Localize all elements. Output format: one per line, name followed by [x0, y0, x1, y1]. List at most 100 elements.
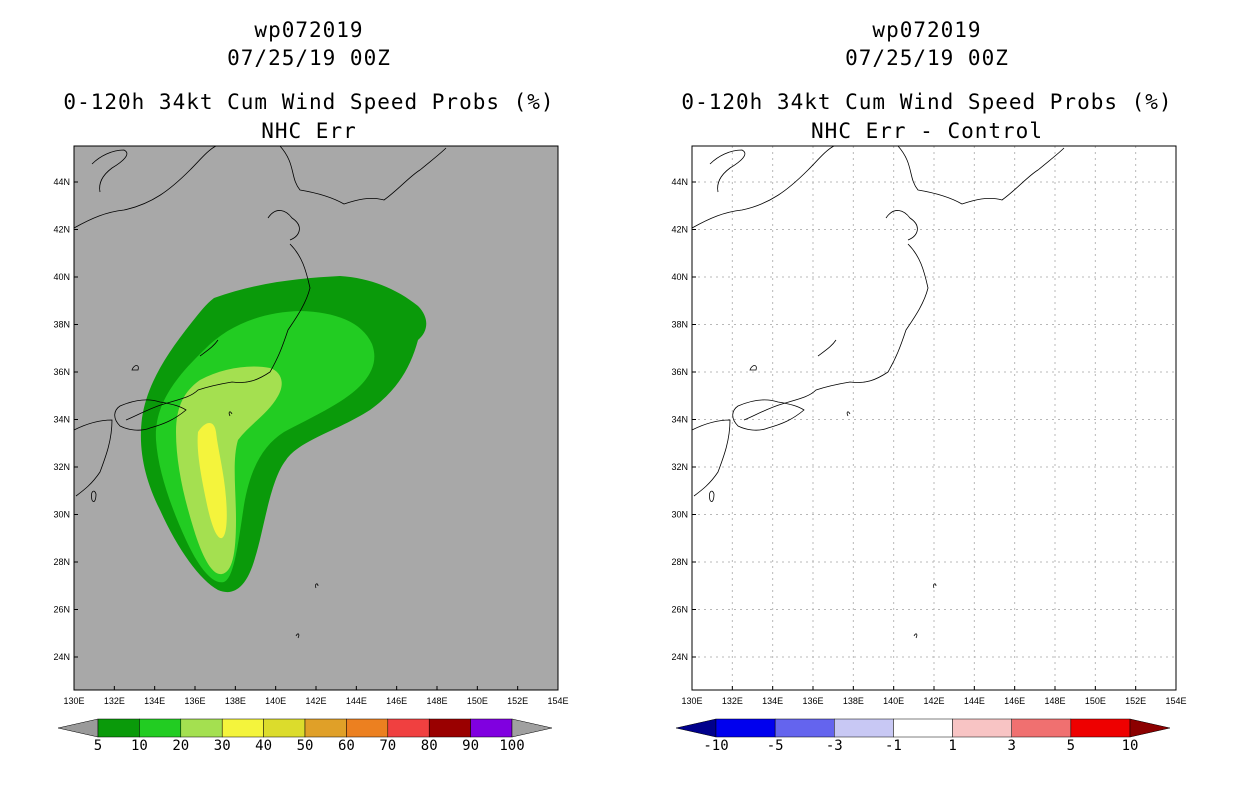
lon-label: 146E	[1004, 696, 1025, 706]
colorbar-label: 10	[131, 738, 148, 754]
lon-label: 134E	[144, 696, 165, 706]
colorbar-box	[139, 718, 182, 738]
lon-label: 136E	[184, 696, 205, 706]
product-title: 0-120h 34kt Cum Wind Speed Probs (%)	[63, 90, 555, 114]
product-title: 0-120h 34kt Cum Wind Speed Probs (%)	[681, 90, 1173, 114]
lon-label: 130E	[681, 696, 702, 706]
lon-label: 154E	[1165, 696, 1186, 706]
colorbar-high-triangle	[511, 718, 553, 738]
colorbar-box	[470, 718, 513, 738]
colorbar-box	[304, 718, 347, 738]
lat-label: 44N	[671, 177, 688, 187]
lon-label: 154E	[547, 696, 568, 706]
colorbar-label: 40	[255, 738, 272, 754]
colorbar-label: 70	[379, 738, 396, 754]
lat-label: 38N	[671, 320, 688, 330]
colorbar: -10 -5 -3 -1 1 3 5 10	[675, 718, 1171, 754]
colorbar-label: 10	[1122, 738, 1139, 754]
storm-id-title: wp072019	[254, 18, 364, 42]
colorbar-high-triangle	[1129, 718, 1171, 738]
lon-label: 142E	[305, 696, 326, 706]
colorbar-box	[774, 718, 835, 738]
lat-label: 42N	[671, 225, 688, 235]
colorbar-label: 3	[1007, 738, 1015, 754]
colorbar-label: -1	[885, 738, 902, 754]
colorbar-label: -10	[703, 738, 728, 754]
colorbar-label: 5	[94, 738, 102, 754]
lon-label: 140E	[883, 696, 904, 706]
lat-label: 44N	[53, 177, 70, 187]
lat-label: 30N	[671, 510, 688, 520]
right-map: 44N 42N 40N 38N 36N 34N 32N 30N 28N 26N 24N 130E 132…	[671, 145, 1187, 754]
contour-30-40	[197, 422, 227, 539]
lat-label: 36N	[53, 367, 70, 377]
colorbar-box	[952, 718, 1012, 738]
colorbar-box	[346, 718, 389, 738]
colorbar-label: 1	[948, 738, 956, 754]
colorbar-box	[428, 718, 471, 738]
lat-label: 28N	[53, 557, 70, 567]
lon-label: 152E	[1125, 696, 1146, 706]
lat-label: 30N	[53, 510, 70, 520]
colorbar-label: 5	[1067, 738, 1075, 754]
colorbar-box	[893, 718, 953, 738]
colorbar-box	[221, 718, 264, 738]
lon-label: 138E	[225, 696, 246, 706]
right-panel: wp072019 07/25/19 00Z 0-120h 34kt Cum Wi…	[618, 0, 1236, 800]
lon-label: 140E	[265, 696, 286, 706]
product-subtitle: NHC Err	[261, 119, 357, 143]
lat-label: 38N	[53, 320, 70, 330]
lon-label: 132E	[722, 696, 743, 706]
lat-label: 34N	[53, 415, 70, 425]
colorbar-label: 30	[214, 738, 231, 754]
coastlines	[73, 145, 447, 639]
colorbar-label: 100	[499, 738, 524, 754]
lon-label: 148E	[426, 696, 447, 706]
lat-label: 24N	[53, 652, 70, 662]
lon-label: 130E	[63, 696, 84, 706]
lon-label: 136E	[802, 696, 823, 706]
contour-20-30	[176, 366, 282, 575]
colorbar-label: 20	[172, 738, 189, 754]
axis-ticks: 44N 42N 40N 38N 36N 34N 32N 30N 28N 26N 24N 130E 132…	[53, 177, 568, 706]
colorbar-box	[97, 718, 140, 738]
colorbar-box	[1011, 718, 1072, 738]
lat-label: 34N	[671, 415, 688, 425]
colorbar-label: 60	[338, 738, 355, 754]
product-subtitle: NHC Err - Control	[811, 119, 1043, 143]
lat-label: 26N	[53, 605, 70, 615]
left-panel: wp072019 07/25/19 00Z 0-120h 34kt Cum Wi…	[53, 18, 568, 754]
lon-label: 148E	[1044, 696, 1065, 706]
lat-label: 26N	[671, 605, 688, 615]
colorbar-box	[387, 718, 430, 738]
gridlines	[692, 146, 1176, 690]
lat-label: 36N	[671, 367, 688, 377]
lon-label: 144E	[964, 696, 985, 706]
lon-label: 138E	[843, 696, 864, 706]
colorbar-box	[715, 718, 776, 738]
lat-label: 42N	[53, 225, 70, 235]
probability-contours	[140, 276, 427, 593]
storm-id-title: wp072019	[872, 18, 982, 42]
colorbar-label: 50	[297, 738, 314, 754]
colorbar-label: 80	[421, 738, 438, 754]
colorbar-box	[834, 718, 894, 738]
lon-label: 152E	[507, 696, 528, 706]
lat-label: 32N	[671, 462, 688, 472]
colorbar-label: -5	[767, 738, 784, 754]
colorbar-box	[180, 718, 223, 738]
forecast-time-title: 07/25/19 00Z	[227, 46, 391, 70]
lon-label: 150E	[467, 696, 488, 706]
lat-label: 32N	[53, 462, 70, 472]
lat-label: 40N	[671, 272, 688, 282]
colorbar-label: -3	[826, 738, 843, 754]
colorbar-box	[263, 718, 306, 738]
lon-label: 144E	[346, 696, 367, 706]
colorbar-low-triangle	[57, 718, 99, 738]
colorbar-label: 90	[462, 738, 479, 754]
axis-ticks: 44N 42N 40N 38N 36N 34N 32N 30N 28N 26N 24N 130E 132…	[671, 177, 1186, 706]
lon-label: 142E	[923, 696, 944, 706]
lon-label: 134E	[762, 696, 783, 706]
lat-label: 24N	[671, 652, 688, 662]
colorbar-box	[1070, 718, 1131, 738]
